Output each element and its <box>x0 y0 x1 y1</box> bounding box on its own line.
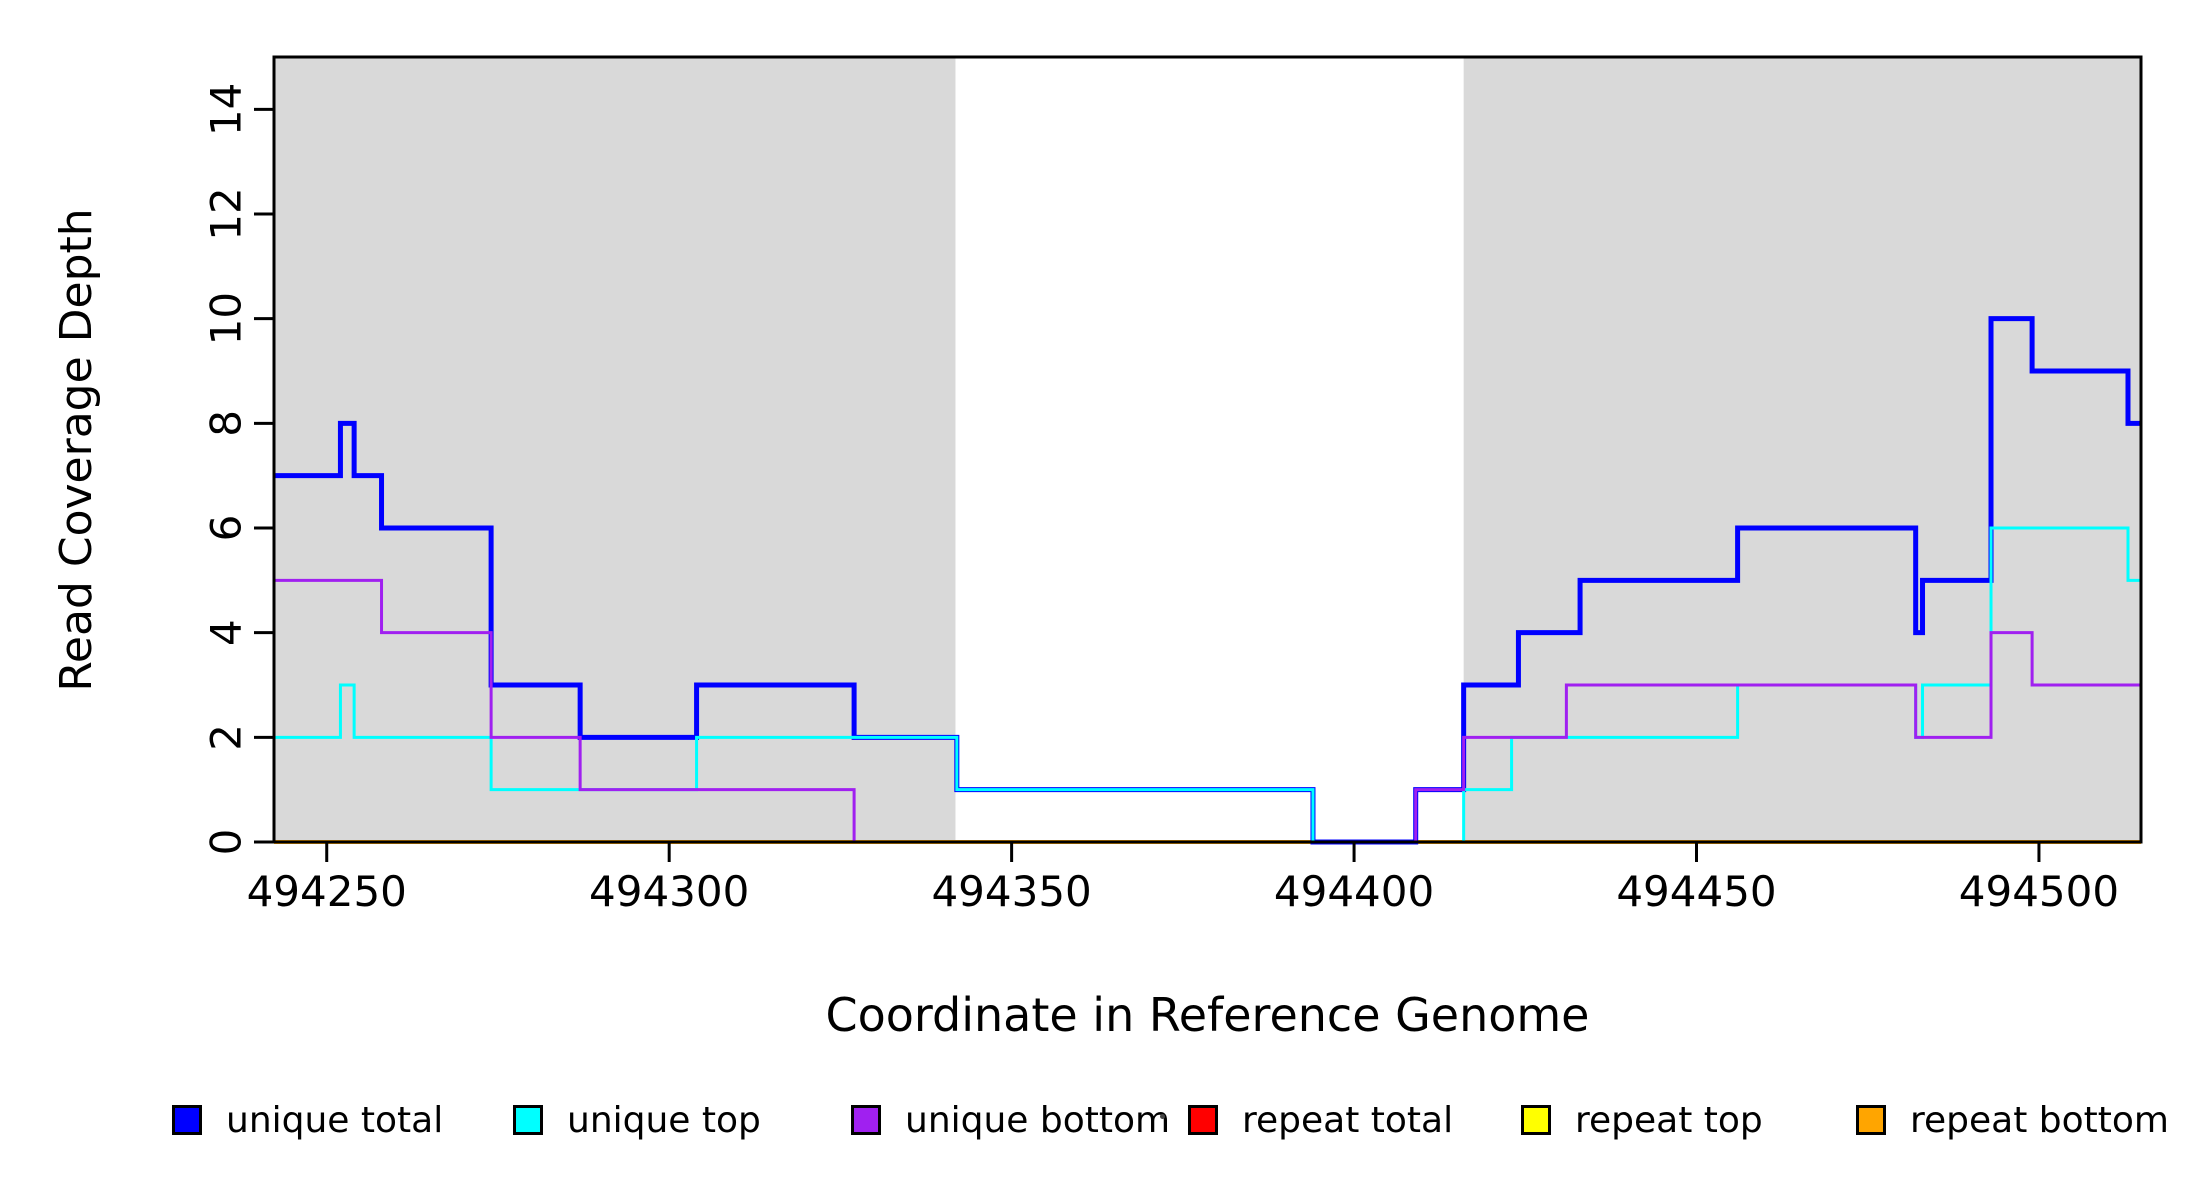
y-tick-label: 10 <box>202 292 251 345</box>
y-tick-label: 4 <box>202 619 251 646</box>
y-tick-label: 6 <box>202 515 251 542</box>
x-tick-label: 494300 <box>589 867 749 916</box>
legend-swatch-repeat-bottom <box>1856 1105 1886 1135</box>
y-tick-label: 2 <box>202 724 251 751</box>
legend-label: unique total <box>226 1099 444 1141</box>
legend-label: unique bottom <box>905 1099 1171 1141</box>
x-tick-label: 494500 <box>1959 867 2119 916</box>
legend-swatch-repeat-total <box>1188 1105 1218 1135</box>
x-tick-label: 494350 <box>931 867 1091 916</box>
legend-swatch-unique-bottom <box>851 1105 881 1135</box>
legend-item-unique-bottom: unique bottom <box>851 1096 1170 1144</box>
series-unique-bottom <box>274 578 2141 844</box>
legend-item-unique-total: unique total <box>172 1096 443 1144</box>
series-unique-top <box>274 526 2141 844</box>
shaded-region <box>1463 57 2141 842</box>
shaded-region <box>274 57 956 842</box>
legend-item-repeat-total: repeat total <box>1188 1096 1453 1144</box>
x-tick-label: 494400 <box>1274 867 1434 916</box>
legend-label: unique top <box>567 1099 761 1141</box>
legend-swatch-unique-total <box>172 1105 202 1135</box>
legend-item-repeat-bottom: repeat bottom <box>1856 1096 2169 1144</box>
plot-frame <box>272 55 2143 844</box>
legend-item-repeat-top: repeat top <box>1521 1096 1763 1144</box>
y-tick-label: 0 <box>202 829 251 856</box>
y-tick-label: 8 <box>202 410 251 437</box>
stray-dot <box>1160 1114 1165 1119</box>
y-axis-label-text: Read Coverage Depth <box>50 208 102 692</box>
legend-label: repeat total <box>1242 1099 1454 1141</box>
legend-swatch-unique-top <box>513 1105 543 1135</box>
x-tick-label: 494250 <box>247 867 407 916</box>
x-axis-label: Coordinate in Reference Genome <box>825 988 1590 1042</box>
legend-label: repeat top <box>1575 1099 1763 1141</box>
legend-item-unique-top: unique top <box>513 1096 761 1144</box>
y-tick-label: 14 <box>202 83 251 136</box>
legend-swatch-repeat-top <box>1521 1105 1551 1135</box>
legend-label: repeat bottom <box>1910 1099 2169 1141</box>
legend: unique total unique top unique bottom repea… <box>0 1096 2200 1156</box>
y-tick-label: 12 <box>202 187 251 240</box>
x-tick-label: 494450 <box>1616 867 1776 916</box>
